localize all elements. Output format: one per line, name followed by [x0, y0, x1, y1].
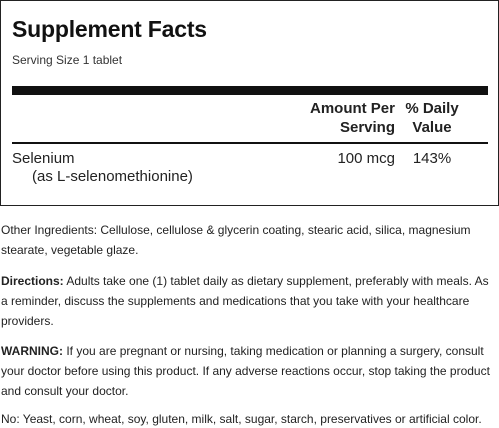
- supplement-facts-panel: Supplement Facts Serving Size 1 tablet A…: [0, 0, 499, 206]
- directions-label: Directions:: [1, 274, 64, 288]
- column-header-dv-line2: Value: [412, 119, 452, 136]
- warning-label: WARNING:: [1, 344, 63, 358]
- warning-text: If you are pregnant or nursing, taking m…: [1, 344, 490, 398]
- thick-divider: [12, 86, 488, 95]
- thin-divider: [12, 142, 488, 144]
- panel-title: Supplement Facts: [12, 16, 207, 42]
- nutrient-name: Selenium: [12, 150, 75, 167]
- column-header-daily-value: % Daily Value: [401, 99, 463, 137]
- column-header-amount: Amount Per Serving: [291, 99, 395, 137]
- nutrient-amount: 100 mcg: [337, 150, 395, 167]
- column-header-amount-line2: Serving: [339, 119, 395, 136]
- nutrient-daily-value: 143%: [412, 150, 452, 167]
- other-ingredients: Other Ingredients: Cellulose, cellulose …: [1, 223, 471, 257]
- column-header-dv-line1: % Daily: [405, 100, 459, 117]
- directions-paragraph: Directions: Adults take one (1) tablet d…: [1, 271, 497, 331]
- serving-size: Serving Size 1 tablet: [12, 53, 123, 67]
- warning-paragraph: WARNING: If you are pregnant or nursing,…: [1, 341, 497, 401]
- nutrient-source: (as L-selenomethionine): [32, 168, 193, 185]
- directions-text: Adults take one (1) tablet daily as diet…: [1, 274, 489, 328]
- column-header-amount-line1: Amount Per: [309, 100, 395, 117]
- free-from-statement: No: Yeast, corn, wheat, soy, gluten, mil…: [1, 412, 482, 426]
